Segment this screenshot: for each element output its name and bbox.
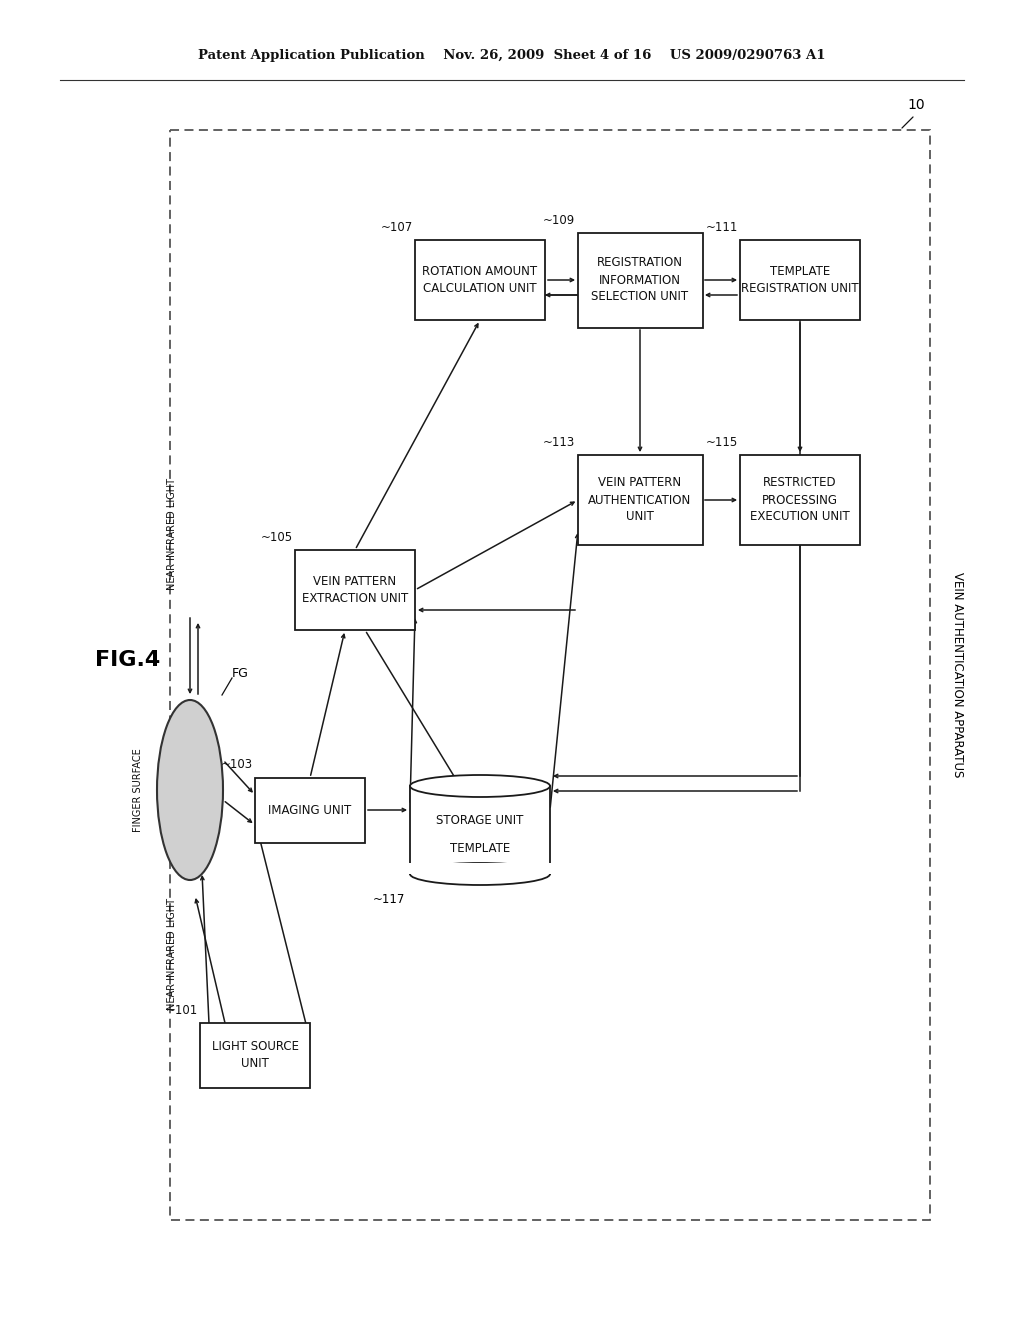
Text: TEMPLATE: TEMPLATE — [450, 842, 510, 854]
Bar — [740, 455, 860, 545]
Text: ~107: ~107 — [381, 220, 413, 234]
Bar — [415, 240, 545, 319]
Bar — [255, 777, 365, 842]
Text: NEAR INFRARED LIGHT: NEAR INFRARED LIGHT — [167, 478, 177, 590]
Bar — [578, 232, 702, 327]
Text: VEIN PATTERN
AUTHENTICATION
UNIT: VEIN PATTERN AUTHENTICATION UNIT — [589, 477, 691, 524]
Text: FINGER SURFACE: FINGER SURFACE — [133, 748, 143, 832]
Text: REGISTRATION
INFORMATION
SELECTION UNIT: REGISTRATION INFORMATION SELECTION UNIT — [592, 256, 688, 304]
Ellipse shape — [410, 775, 550, 797]
Bar — [578, 455, 702, 545]
Text: IMAGING UNIT: IMAGING UNIT — [268, 804, 351, 817]
Bar — [410, 785, 550, 874]
Bar — [409, 863, 551, 874]
Ellipse shape — [157, 700, 223, 880]
Text: LIGHT SOURCE
UNIT: LIGHT SOURCE UNIT — [212, 1040, 299, 1071]
Text: ~111: ~111 — [706, 220, 738, 234]
Text: ~109: ~109 — [544, 214, 575, 227]
Text: 10: 10 — [907, 98, 925, 112]
Ellipse shape — [410, 863, 550, 884]
Text: ~101: ~101 — [166, 1003, 198, 1016]
Text: VEIN PATTERN
EXTRACTION UNIT: VEIN PATTERN EXTRACTION UNIT — [302, 576, 409, 605]
Text: ROTATION AMOUNT
CALCULATION UNIT: ROTATION AMOUNT CALCULATION UNIT — [423, 265, 538, 294]
Text: ~105: ~105 — [261, 531, 293, 544]
Bar — [295, 550, 415, 630]
Bar — [740, 240, 860, 319]
Text: NEAR INFRARED LIGHT: NEAR INFRARED LIGHT — [167, 898, 177, 1010]
Text: ~117: ~117 — [373, 894, 406, 906]
Text: ~113: ~113 — [544, 436, 575, 449]
Text: Patent Application Publication    Nov. 26, 2009  Sheet 4 of 16    US 2009/029076: Patent Application Publication Nov. 26, … — [199, 49, 825, 62]
Text: TEMPLATE
REGISTRATION UNIT: TEMPLATE REGISTRATION UNIT — [741, 265, 859, 294]
Text: RESTRICTED
PROCESSING
EXECUTION UNIT: RESTRICTED PROCESSING EXECUTION UNIT — [751, 477, 850, 524]
Bar — [170, 129, 930, 1220]
Text: STORAGE UNIT: STORAGE UNIT — [436, 813, 523, 826]
Text: FG: FG — [232, 667, 249, 680]
Text: ~103: ~103 — [221, 759, 253, 771]
Text: FIG.4: FIG.4 — [95, 649, 160, 671]
Text: ~115: ~115 — [706, 436, 738, 449]
Text: VEIN AUTHENTICATION APPARATUS: VEIN AUTHENTICATION APPARATUS — [951, 573, 965, 777]
Bar — [200, 1023, 310, 1088]
